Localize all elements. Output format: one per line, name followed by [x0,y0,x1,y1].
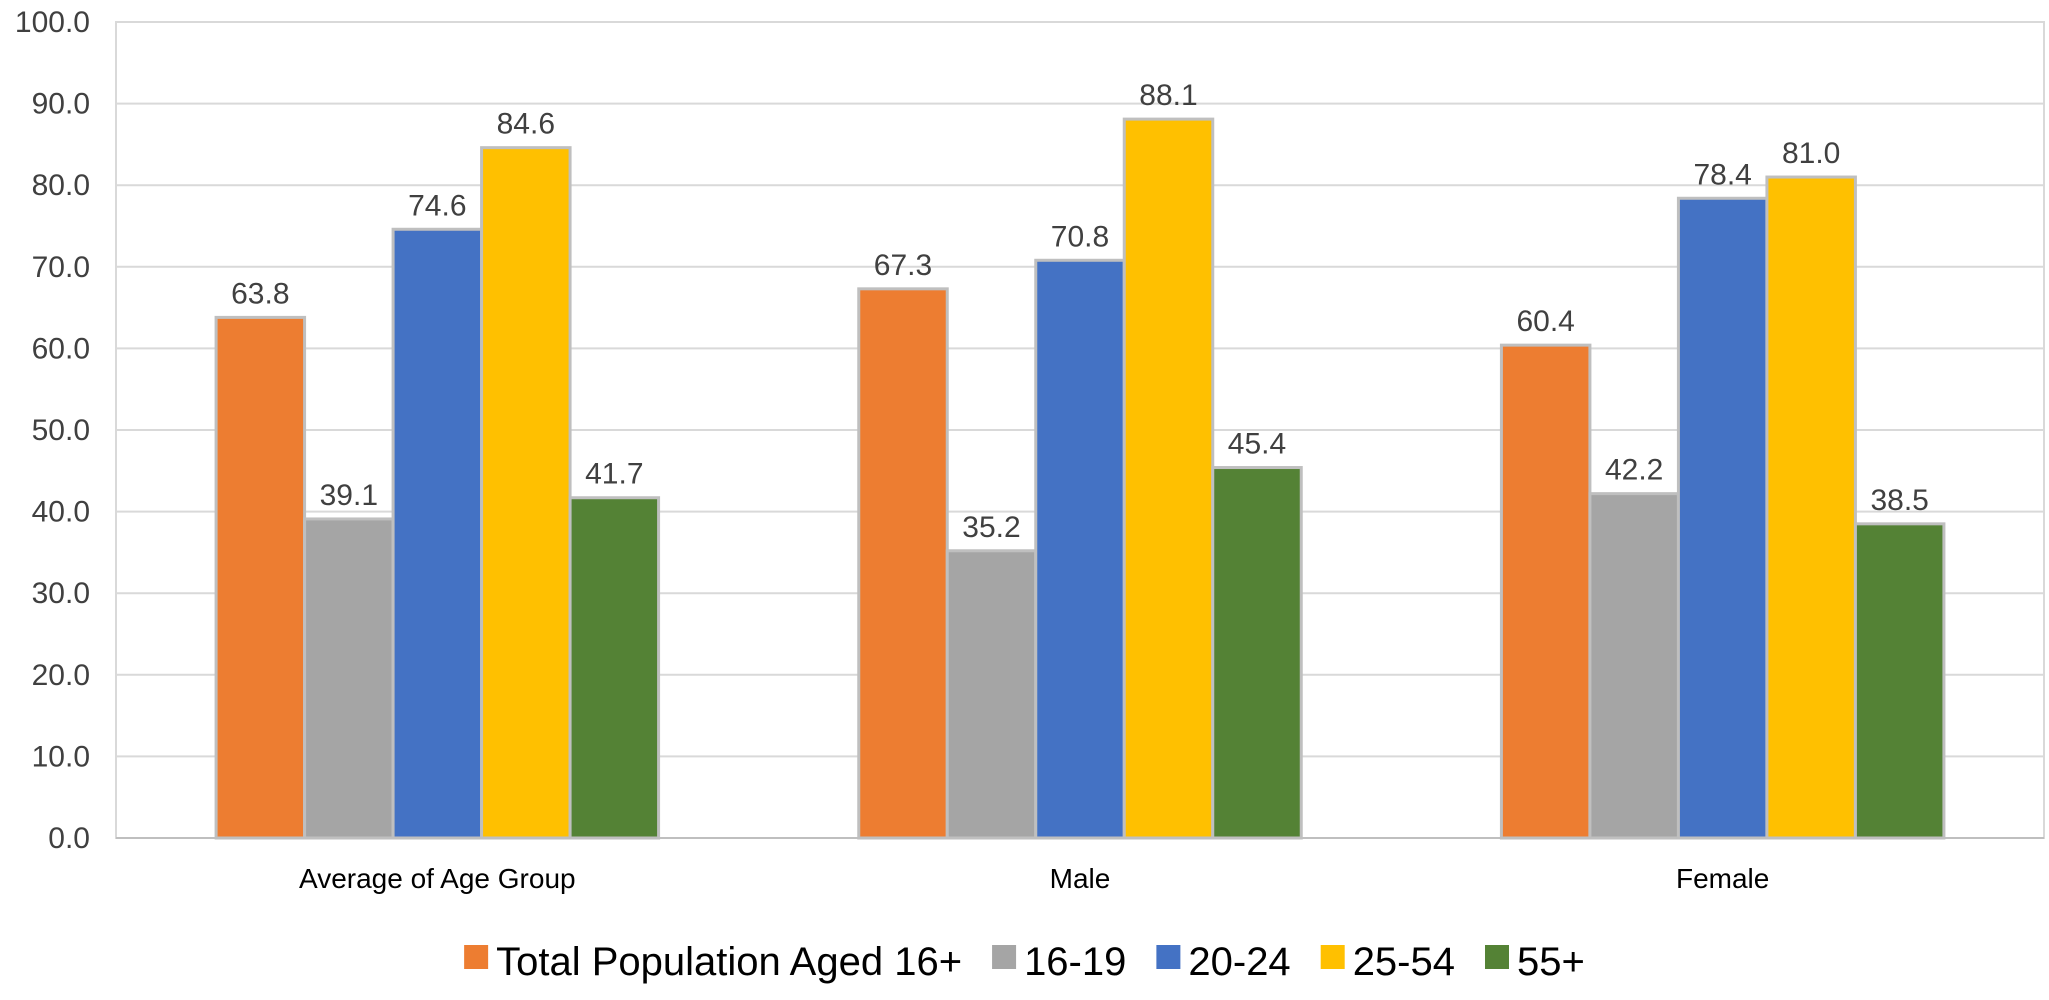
data-label: 84.6 [497,108,555,141]
x-axis-category-labels: Average of Age Group Male Female [299,863,1769,894]
bar-16-19-average-of-age-group [303,517,395,840]
bar-55--female [1853,522,1946,840]
y-tick-label: 80.0 [32,169,90,202]
data-label: 39.1 [320,479,378,512]
y-tick-label: 20.0 [32,659,90,692]
bar-55--male [1211,466,1303,840]
y-tick-label: 40.0 [32,496,90,529]
x-category-label: Male [1050,863,1111,894]
legend-swatch [1485,945,1510,969]
legend-swatch [1320,945,1345,969]
data-label: 67.3 [874,249,932,282]
bar-20-24-average-of-age-group [391,227,484,840]
bar-total-population-aged-16--male [857,287,949,840]
data-label: 45.4 [1228,428,1286,461]
y-tick-label: 10.0 [32,740,90,773]
y-tick-label: 90.0 [32,88,90,121]
y-tick-label: 70.0 [32,251,90,284]
bar-16-19-male [945,549,1038,840]
legend: Total Population Aged 16+ 16-19 20-24 25-54… [464,940,1585,984]
legend-swatch [992,945,1017,969]
y-tick-label: 30.0 [32,577,90,610]
x-category-label: Average of Age Group [299,863,576,894]
data-label: 88.1 [1139,79,1197,112]
legend-item: 55+ [1485,940,1585,984]
y-axis-tick-labels: 0.0 10.0 20.0 30.0 40.0 50.0 60.0 70.0 80.0 90.0 1… [15,6,90,855]
data-label: 63.8 [231,277,289,310]
legend-item: 20-24 [1156,940,1291,984]
data-label: 38.5 [1870,484,1928,517]
data-label: 35.2 [962,511,1020,544]
x-category-label: Female [1676,863,1769,894]
data-label: 41.7 [585,458,643,491]
y-tick-label: 60.0 [32,332,90,365]
data-label: 42.2 [1605,454,1663,487]
bars [214,117,1946,840]
legend-item: 25-54 [1320,940,1455,984]
data-labels: 63.8 39.1 74.6 84.6 41.7 67.3 35.2 70.8 88.1 45.4… [231,79,1929,544]
legend-swatch [464,945,489,969]
y-tick-label: 0.0 [48,822,90,855]
bar-total-population-aged-16--average-of-age-group [214,315,307,840]
bar-16-19-female [1588,492,1680,840]
data-label: 81.0 [1782,137,1840,170]
legend-swatch [1156,945,1181,969]
legend-label: 25-54 [1353,940,1455,984]
bar-20-24-male [1034,258,1126,840]
data-label: 70.8 [1051,220,1109,253]
data-label: 60.4 [1516,305,1574,338]
data-label: 78.4 [1693,158,1751,191]
bar-25-54-male [1122,117,1215,840]
y-tick-label: 50.0 [32,414,90,447]
legend-label: 20-24 [1188,940,1290,984]
bar-55--average-of-age-group [568,496,661,840]
legend-item: 16-19 [992,940,1126,984]
bar-20-24-female [1676,196,1769,840]
bar-25-54-average-of-age-group [480,146,572,840]
data-label: 74.6 [408,189,466,222]
legend-label: Total Population Aged 16+ [496,940,962,984]
bar-25-54-female [1765,175,1857,840]
y-tick-label: 100.0 [15,6,90,39]
bar-total-population-aged-16--female [1499,343,1592,840]
legend-item: Total Population Aged 16+ [464,940,962,984]
legend-label: 55+ [1517,940,1585,984]
legend-label: 16-19 [1024,940,1126,984]
